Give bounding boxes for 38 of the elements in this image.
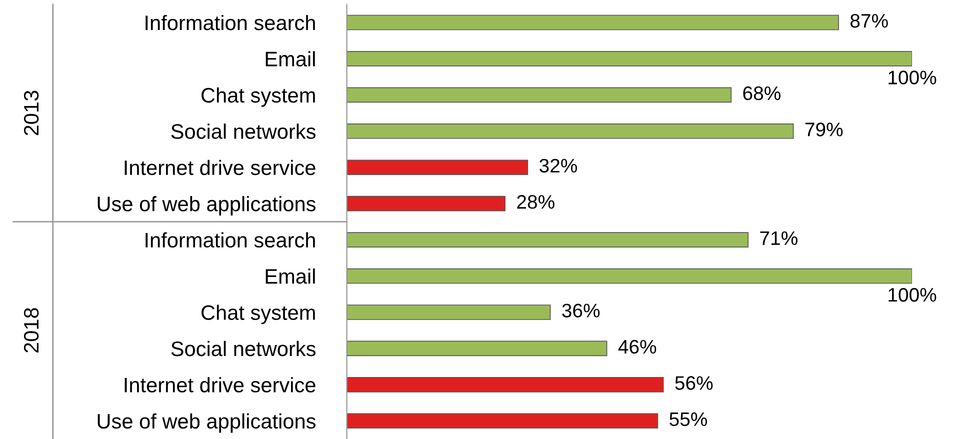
data-label: 32% [540, 158, 578, 173]
data-label: 87% [850, 14, 888, 28]
y-tick-label: Chat system [202, 304, 315, 324]
bar [346, 160, 528, 176]
bar [346, 377, 664, 392]
bar [346, 340, 608, 356]
bar [346, 304, 551, 320]
y-tick-label: Use of web applications [98, 196, 316, 216]
bar [346, 268, 912, 284]
data-label: 36% [562, 304, 600, 318]
data-label: 71% [760, 231, 798, 245]
bar [346, 87, 732, 103]
data-label: 79% [805, 122, 843, 136]
text: 2018 [24, 308, 39, 352]
y-tick-label: Email [266, 51, 315, 66]
bar [346, 123, 794, 139]
data-label: 28% [517, 195, 554, 209]
bar [346, 196, 506, 212]
bar [346, 232, 749, 248]
data-label: 68% [743, 86, 780, 100]
y-tick-label: Social networks [171, 340, 316, 356]
y-tick-label: Internet drive service [124, 160, 316, 176]
y-tick-label: Email [266, 268, 315, 284]
bar [346, 413, 658, 429]
data-label: 55% [670, 412, 708, 426]
text: 2013 [24, 90, 39, 136]
y-tick-label: Chat system [202, 87, 315, 107]
bar [346, 14, 839, 30]
y-tick-label: Use of web applications [98, 413, 316, 433]
data-label: 46% [618, 340, 656, 354]
data-label: 100% [888, 70, 936, 84]
y-tick-label: Social networks [171, 124, 316, 139]
y-tick-label: Internet drive service [124, 377, 316, 392]
data-label: 100% [888, 288, 936, 302]
y-tick-label: Information search [146, 232, 315, 248]
bar [346, 51, 912, 66]
data-label: 56% [675, 376, 713, 390]
y-tick-label: Information search [146, 14, 315, 30]
